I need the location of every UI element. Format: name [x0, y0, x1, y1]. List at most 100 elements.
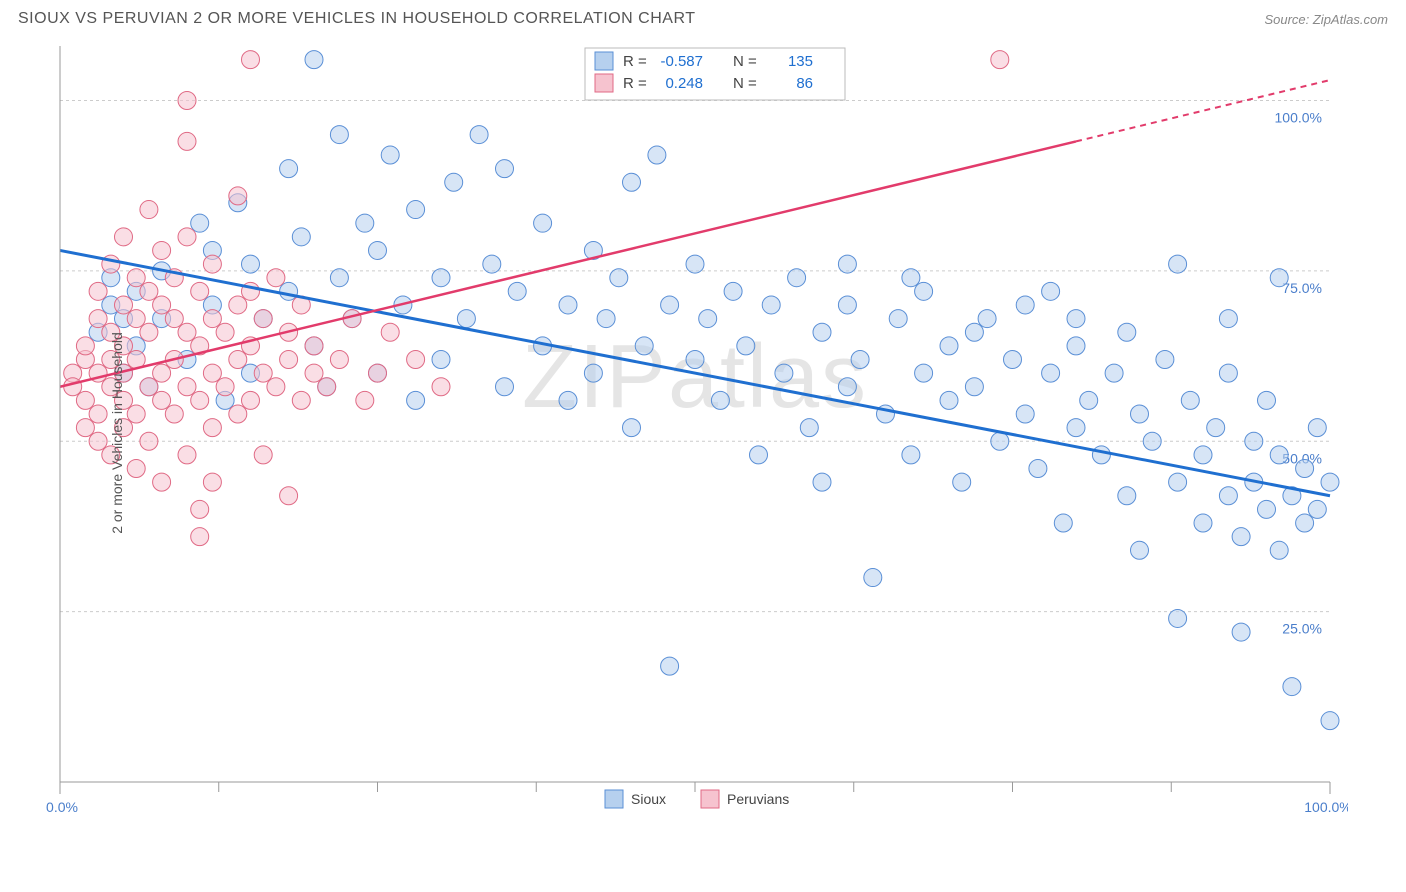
- svg-text:75.0%: 75.0%: [1282, 280, 1322, 296]
- data-point: [940, 337, 958, 355]
- data-point: [1232, 528, 1250, 546]
- data-point: [267, 378, 285, 396]
- data-point: [140, 323, 158, 341]
- data-point: [292, 228, 310, 246]
- data-point: [889, 310, 907, 328]
- data-point: [915, 282, 933, 300]
- data-point: [788, 269, 806, 287]
- data-point: [991, 432, 1009, 450]
- data-point: [800, 419, 818, 437]
- data-point: [64, 378, 82, 396]
- data-point: [191, 528, 209, 546]
- data-point: [356, 214, 374, 232]
- data-point: [229, 187, 247, 205]
- data-point: [1067, 419, 1085, 437]
- data-point: [1169, 609, 1187, 627]
- data-point: [216, 378, 234, 396]
- data-point: [737, 337, 755, 355]
- data-point: [305, 51, 323, 69]
- svg-text:100.0%: 100.0%: [1275, 110, 1322, 126]
- data-point: [1080, 391, 1098, 409]
- svg-text:100.0%: 100.0%: [1304, 799, 1348, 815]
- data-point: [661, 296, 679, 314]
- svg-text:R =: R =: [623, 53, 647, 70]
- legend-swatch: [595, 74, 613, 92]
- data-point: [1296, 460, 1314, 478]
- data-point: [534, 214, 552, 232]
- data-point: [1131, 541, 1149, 559]
- data-point: [1169, 473, 1187, 491]
- data-point: [940, 391, 958, 409]
- data-point: [229, 296, 247, 314]
- svg-text:-0.587: -0.587: [660, 53, 703, 70]
- data-point: [140, 432, 158, 450]
- data-point: [1042, 282, 1060, 300]
- data-point: [496, 160, 514, 178]
- svg-text:135: 135: [788, 53, 813, 70]
- data-point: [1092, 446, 1110, 464]
- chart-container: 2 or more Vehicles in Household 25.0%50.…: [18, 38, 1388, 828]
- svg-text:ZIPatlas: ZIPatlas: [522, 327, 868, 427]
- data-point: [165, 310, 183, 328]
- data-point: [1270, 541, 1288, 559]
- data-point: [445, 173, 463, 191]
- data-point: [1016, 405, 1034, 423]
- data-point: [1219, 310, 1237, 328]
- y-axis-label: 2 or more Vehicles in Household: [109, 332, 125, 534]
- data-point: [407, 350, 425, 368]
- svg-text:86: 86: [796, 75, 813, 92]
- data-point: [1232, 623, 1250, 641]
- data-point: [584, 364, 602, 382]
- data-point: [267, 269, 285, 287]
- data-point: [191, 391, 209, 409]
- data-point: [89, 405, 107, 423]
- data-point: [115, 296, 133, 314]
- data-point: [305, 337, 323, 355]
- data-point: [216, 323, 234, 341]
- data-point: [775, 364, 793, 382]
- data-point: [153, 296, 171, 314]
- data-point: [864, 569, 882, 587]
- data-point: [89, 282, 107, 300]
- data-point: [1296, 514, 1314, 532]
- data-point: [191, 500, 209, 518]
- data-point: [1105, 364, 1123, 382]
- legend-swatch: [701, 790, 719, 808]
- data-point: [242, 391, 260, 409]
- chart-title: SIOUX VS PERUVIAN 2 OR MORE VEHICLES IN …: [18, 10, 695, 28]
- data-point: [1067, 337, 1085, 355]
- data-point: [851, 350, 869, 368]
- data-point: [178, 323, 196, 341]
- data-point: [610, 269, 628, 287]
- data-point: [330, 126, 348, 144]
- data-point: [686, 350, 704, 368]
- data-point: [280, 487, 298, 505]
- svg-text:0.248: 0.248: [665, 75, 703, 92]
- data-point: [750, 446, 768, 464]
- data-point: [127, 310, 145, 328]
- data-point: [1042, 364, 1060, 382]
- data-point: [318, 378, 336, 396]
- data-point: [432, 350, 450, 368]
- data-point: [1181, 391, 1199, 409]
- title-bar: SIOUX VS PERUVIAN 2 OR MORE VEHICLES IN …: [0, 0, 1406, 34]
- data-point: [978, 310, 996, 328]
- data-point: [559, 391, 577, 409]
- data-point: [1194, 514, 1212, 532]
- data-point: [407, 201, 425, 219]
- data-point: [178, 132, 196, 150]
- data-point: [915, 364, 933, 382]
- data-point: [89, 432, 107, 450]
- data-point: [140, 378, 158, 396]
- data-point: [965, 378, 983, 396]
- data-point: [623, 419, 641, 437]
- data-point: [153, 364, 171, 382]
- data-point: [1219, 364, 1237, 382]
- data-point: [203, 419, 221, 437]
- data-point: [153, 473, 171, 491]
- data-point: [1194, 446, 1212, 464]
- data-point: [813, 473, 831, 491]
- data-point: [330, 350, 348, 368]
- data-point: [292, 391, 310, 409]
- data-point: [1207, 419, 1225, 437]
